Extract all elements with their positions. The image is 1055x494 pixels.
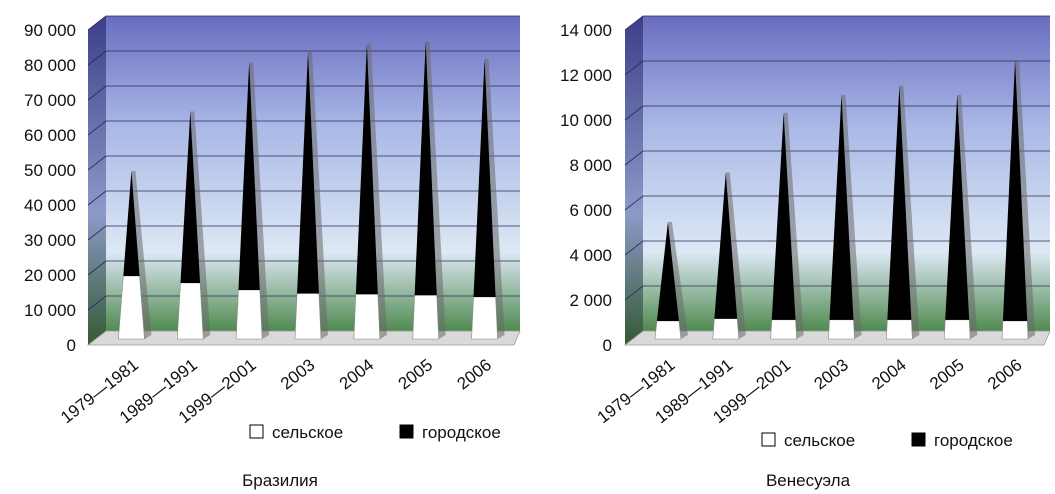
gridline	[87, 15, 107, 31]
bar-shadow	[425, 41, 446, 339]
bar-urban	[473, 59, 496, 297]
x-tick-label: 2006	[454, 355, 496, 393]
bar-rural	[943, 319, 971, 340]
x-tick-label: 2005	[395, 355, 437, 393]
y-tick-label: 8 000	[569, 156, 612, 175]
y-tick-label: 14 000	[560, 21, 612, 40]
chart-brazil: 0 10 000 20 000 30 000 40 000 50 000 60 000 70 …	[24, 15, 521, 490]
bar-rural	[828, 319, 855, 340]
gridline	[87, 120, 107, 136]
gridline	[624, 15, 644, 31]
y-tick-label: 10 000	[560, 111, 612, 130]
chart-title: Венесуэла	[766, 471, 851, 490]
gridline	[87, 50, 107, 66]
x-tick-label: 2003	[810, 355, 852, 393]
bar-rural	[118, 275, 145, 340]
gridline	[87, 225, 107, 241]
y-tick-label: 30 000	[24, 231, 76, 250]
gridline	[624, 240, 644, 256]
gridline	[87, 295, 107, 311]
gridline	[624, 285, 644, 301]
bar-urban	[945, 94, 970, 320]
bar-rural	[712, 318, 740, 340]
bar-rural	[176, 282, 204, 340]
gridline	[87, 260, 107, 276]
bar-shadow	[841, 94, 862, 339]
bar-rural	[1001, 320, 1029, 340]
side-wall	[88, 16, 106, 345]
y-tick-label: 2 000	[569, 291, 612, 310]
y-tick-label: 50 000	[24, 161, 76, 180]
y-tick-label: 6 000	[569, 201, 612, 220]
bar-rural	[294, 293, 322, 340]
legend-label-urban: городское	[422, 423, 501, 442]
bar-rural	[412, 294, 440, 340]
x-tick-label: 2003	[277, 355, 319, 393]
y-tick-label: 80 000	[24, 56, 76, 75]
bar-shadow	[484, 59, 505, 339]
bar-urban	[414, 41, 437, 296]
side-wall	[625, 16, 643, 345]
bar-urban	[887, 85, 912, 320]
legend-label-urban: городское	[934, 431, 1013, 450]
y-tick-label: 40 000	[24, 196, 76, 215]
bar-urban	[238, 62, 260, 290]
bar-rural	[886, 319, 913, 340]
bar-shadow	[783, 112, 804, 339]
bar-urban	[771, 112, 796, 320]
y-tick-label: 0	[603, 336, 612, 355]
legend-swatch-rural	[761, 432, 776, 447]
y-tick-label: 12 000	[560, 66, 612, 85]
legend-label-rural: сельское	[272, 423, 343, 442]
bar-shadow	[366, 43, 387, 339]
legend-swatch-urban	[399, 424, 414, 439]
bar-rural	[654, 320, 682, 340]
gridline	[624, 60, 644, 76]
y-tick-label: 20 000	[24, 266, 76, 285]
bar-urban	[829, 94, 854, 320]
y-tick-label: 60 000	[24, 126, 76, 145]
bar-urban	[297, 52, 319, 294]
bar-urban	[123, 171, 140, 276]
x-tick-label: 2006	[984, 355, 1026, 393]
legend-swatch-rural	[249, 424, 264, 439]
bar-shadow	[1015, 60, 1036, 339]
bar-shadow	[899, 85, 920, 339]
bar-shadow	[190, 111, 211, 339]
bar-shadow	[308, 52, 328, 339]
bar-urban	[355, 43, 378, 295]
gridline	[87, 85, 107, 101]
x-tick-label: 2004	[868, 355, 910, 393]
x-tick-label: 2004	[336, 355, 378, 393]
bar-shadow	[725, 172, 746, 339]
legend-label-rural: сельское	[784, 431, 855, 450]
bar-shadow	[249, 62, 270, 339]
y-tick-label: 4 000	[569, 246, 612, 265]
bar-rural	[471, 296, 498, 340]
bar-urban	[714, 172, 738, 319]
bar-urban	[1002, 60, 1028, 321]
gridline	[87, 155, 107, 171]
bar-shadow	[131, 171, 152, 339]
y-tick-label: 10 000	[24, 301, 76, 320]
bar-rural	[770, 319, 797, 340]
bar-rural	[353, 293, 381, 340]
bar-urban	[656, 222, 679, 321]
y-tick-label: 90 000	[24, 21, 76, 40]
bar-rural	[235, 289, 263, 340]
bar-urban	[180, 111, 201, 283]
gridline	[87, 190, 107, 206]
bar-shadow	[957, 94, 978, 339]
legend-swatch-urban	[911, 432, 926, 447]
bar-shadow	[667, 222, 688, 339]
x-tick-label: 2005	[926, 355, 968, 393]
y-tick-label: 70 000	[24, 91, 76, 110]
gridline	[624, 150, 644, 166]
y-tick-label: 0	[67, 336, 76, 355]
chart-title: Бразилия	[242, 471, 318, 490]
gridline	[624, 195, 644, 211]
gridline	[624, 105, 644, 121]
